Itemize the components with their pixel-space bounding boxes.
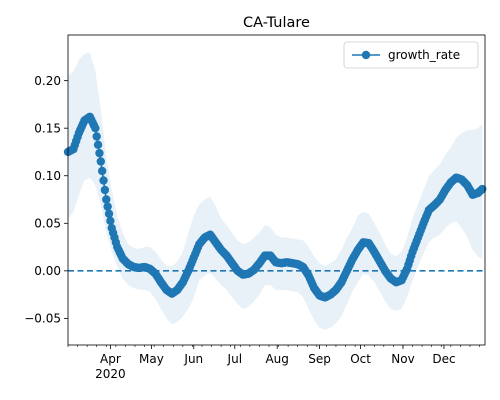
x-tick-label: Oct: [350, 352, 371, 366]
legend-marker-swatch: [361, 50, 371, 60]
legend-box: [343, 41, 479, 69]
x-tick-label: Nov: [391, 352, 414, 366]
legend-label: growth_rate: [388, 48, 460, 62]
legend: growth_rate: [343, 41, 479, 69]
plot-area: −0.05 0.00 0.05 0.10 0.15 0.20 Apr May Jun Jul Aug…: [24, 34, 487, 381]
data-point: [96, 157, 106, 166]
data-point: [106, 216, 115, 226]
x-tick-label: Jun: [183, 352, 203, 366]
data-point: [104, 209, 114, 218]
x-tick-label: Aug: [265, 352, 288, 366]
data-point: [95, 148, 104, 158]
y-tick-label: 0.10: [34, 169, 61, 183]
data-point: [99, 176, 108, 185]
axes-frame: [67, 34, 486, 346]
y-tick-label: 0.05: [34, 216, 61, 230]
data-point: [97, 166, 107, 176]
series-markers: [63, 112, 487, 302]
data-point: [91, 123, 100, 133]
y-tick-label: 0.00: [34, 264, 61, 278]
x-tick-label: Dec: [432, 352, 455, 366]
data-point: [103, 202, 112, 211]
y-tick-label: 0.20: [34, 74, 61, 88]
data-point: [102, 195, 111, 204]
x-tick-label: May: [139, 352, 164, 366]
y-tick-label: −0.05: [24, 312, 61, 326]
data-point: [92, 132, 101, 141]
x-year-label: 2020: [95, 367, 126, 381]
data-point: [100, 185, 110, 195]
data-point: [93, 140, 103, 150]
x-tick-label: Sep: [308, 352, 331, 366]
confidence-band: [68, 52, 483, 330]
x-tick-label: Jul: [227, 352, 242, 366]
data-point: [478, 184, 487, 194]
y-tick-label: 0.15: [34, 121, 61, 135]
chart-title: CA-Tulare: [243, 15, 310, 31]
x-tick-label: Apr: [100, 352, 121, 366]
